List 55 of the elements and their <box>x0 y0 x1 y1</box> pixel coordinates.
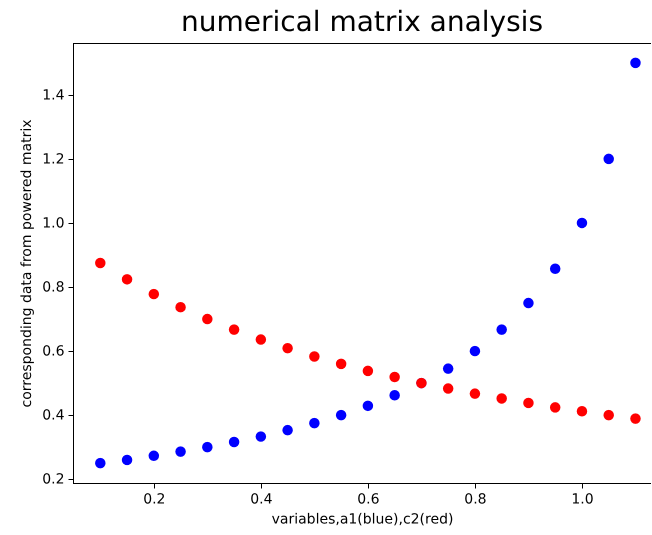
point <box>630 413 641 424</box>
point <box>576 218 588 228</box>
point <box>282 342 293 354</box>
point <box>550 402 560 413</box>
x-tick-label: 0.2 <box>143 492 166 508</box>
y-tick-label: 0.8 <box>42 280 64 296</box>
y-tick-label: 1.4 <box>42 87 65 104</box>
point <box>148 288 160 300</box>
point <box>470 346 480 356</box>
point <box>496 324 507 335</box>
point <box>362 400 374 412</box>
point <box>175 302 186 312</box>
point <box>603 410 614 420</box>
y-tick-label: 0.6 <box>42 344 65 360</box>
point <box>256 431 266 442</box>
point <box>496 393 507 404</box>
point <box>122 454 132 466</box>
point <box>630 58 641 68</box>
y-tick-label: 0.2 <box>42 472 64 488</box>
point <box>470 388 480 399</box>
chart-title: numerical matrix analysis <box>180 5 544 38</box>
point <box>389 390 400 400</box>
point <box>389 372 400 382</box>
point <box>336 410 346 420</box>
point <box>282 424 293 436</box>
x-tick-label: 0.4 <box>250 492 273 508</box>
point <box>122 274 132 285</box>
point <box>550 264 560 274</box>
point <box>603 154 614 164</box>
point <box>362 366 374 376</box>
x-tick-label: 1.0 <box>571 492 594 508</box>
point <box>202 314 213 324</box>
point <box>336 358 346 370</box>
y-tick-label: 1.0 <box>42 215 64 232</box>
point <box>309 418 320 428</box>
x-tick-label: 0.8 <box>464 492 487 508</box>
point <box>95 258 106 268</box>
y-tick-label: 1.2 <box>42 151 64 168</box>
point <box>148 450 160 462</box>
point <box>523 398 534 408</box>
point <box>576 406 588 416</box>
point <box>228 436 240 448</box>
point <box>442 383 454 394</box>
point <box>228 324 240 335</box>
point <box>442 363 454 374</box>
y-axis-title: corresponding data from powered matrix <box>19 119 36 408</box>
point <box>202 442 213 452</box>
point <box>256 334 266 345</box>
point <box>309 351 320 362</box>
y-tick-label: 0.4 <box>42 408 65 424</box>
x-tick-label: 0.6 <box>357 492 380 508</box>
point <box>175 446 186 457</box>
point <box>95 458 106 468</box>
x-axis-title: variables,a1(blue),c2(red) <box>272 512 454 528</box>
point <box>523 298 534 308</box>
